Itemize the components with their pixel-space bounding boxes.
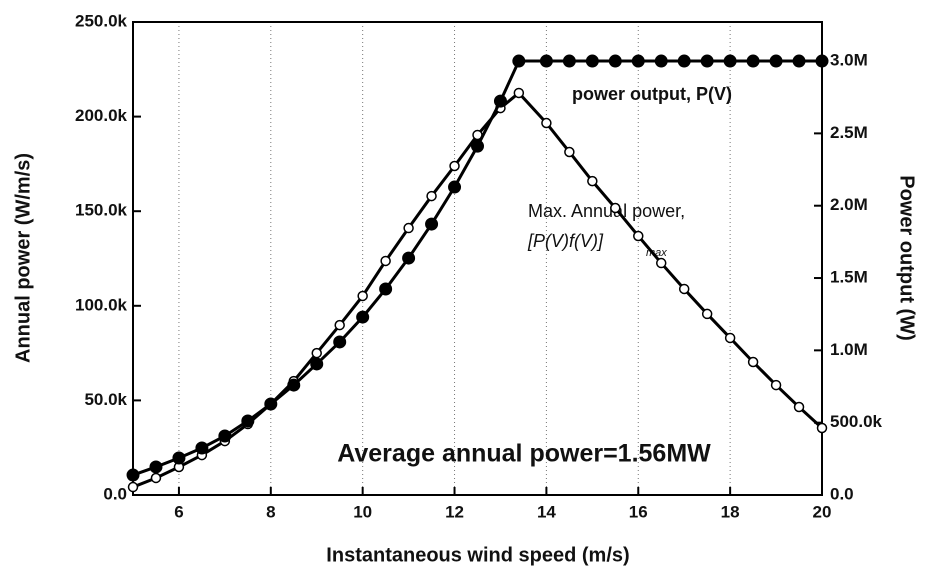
data-point — [815, 54, 829, 68]
y-tick-label: 200.0k — [75, 106, 128, 125]
annotation: power output, P(V) — [572, 84, 732, 104]
series-line — [132, 59, 822, 477]
x-tick-label: 10 — [353, 502, 372, 521]
y-axis-title: Annual power (W/m/s) — [12, 153, 34, 363]
y2-tick-label: 1.0M — [830, 340, 868, 359]
data-point — [150, 472, 162, 484]
y-tick-label: 0.0 — [103, 484, 127, 503]
data-point — [356, 310, 370, 324]
data-point — [512, 54, 526, 68]
data-point — [448, 180, 462, 194]
data-point — [677, 54, 691, 68]
y2-axis-title: Power output (W) — [896, 175, 918, 341]
data-point — [793, 401, 805, 413]
data-point — [564, 146, 575, 158]
data-point — [724, 332, 736, 344]
data-point — [471, 139, 484, 153]
data-point — [287, 378, 301, 392]
data-point — [585, 54, 599, 68]
data-point — [218, 429, 232, 443]
data-point — [333, 335, 347, 349]
data-point — [380, 255, 391, 267]
data-point — [195, 441, 209, 455]
data-point — [426, 190, 437, 202]
data-point — [700, 54, 714, 68]
data-point — [610, 202, 621, 214]
annotation: Max. Annual power, — [528, 201, 685, 221]
data-point — [449, 160, 460, 172]
y2-tick-label: 2.0M — [830, 195, 868, 214]
data-point — [425, 217, 439, 231]
data-point — [357, 290, 368, 302]
y2-tick-label: 0.0 — [830, 484, 854, 503]
y2-tick-label: 2.5M — [830, 123, 868, 142]
data-point — [126, 468, 140, 482]
data-point — [493, 94, 507, 108]
data-point — [770, 379, 782, 391]
data-point — [172, 451, 186, 465]
x-tick-label: 16 — [629, 502, 648, 521]
x-tick-label: 12 — [445, 502, 464, 521]
data-point — [631, 54, 645, 68]
y2-tick-label: 500.0k — [830, 412, 883, 431]
data-point — [334, 319, 345, 331]
data-point — [654, 54, 668, 68]
data-point — [655, 257, 667, 269]
y2-tick-label: 1.5M — [830, 268, 868, 287]
data-point — [241, 414, 255, 428]
y2-tick-label: 3.0M — [830, 51, 868, 70]
x-tick-label: 14 — [537, 502, 556, 521]
y-tick-label: 100.0k — [75, 295, 128, 314]
data-point — [816, 422, 828, 434]
x-axis-title: Instantaneous wind speed (m/s) — [326, 544, 629, 566]
data-point — [608, 54, 622, 68]
data-point — [723, 54, 737, 68]
x-tick-label: 20 — [813, 502, 832, 521]
y-tick-label: 50.0k — [84, 390, 127, 409]
annotation: Average annual power=1.56MW — [337, 440, 711, 468]
x-tick-label: 18 — [721, 502, 740, 521]
data-point — [402, 251, 416, 265]
annotation: [P(V)f(V)] — [527, 231, 604, 251]
data-point — [746, 54, 760, 68]
data-point — [513, 87, 525, 99]
data-point — [264, 397, 278, 411]
data-point — [311, 347, 322, 359]
x-tick-label: 8 — [266, 502, 275, 521]
plot-frame — [132, 21, 823, 496]
data-point — [127, 481, 139, 493]
data-point — [769, 54, 783, 68]
data-point — [678, 283, 690, 295]
x-tick-label: 6 — [174, 502, 183, 521]
data-point — [747, 356, 759, 368]
y-tick-label: 250.0k — [75, 11, 128, 30]
data-point — [379, 282, 393, 296]
data-point — [310, 357, 324, 371]
data-point — [541, 117, 552, 129]
data-point — [587, 175, 598, 187]
data-point — [403, 222, 414, 234]
data-point — [562, 54, 576, 68]
data-point — [149, 460, 163, 474]
y-tick-label: 150.0k — [75, 201, 128, 220]
data-point — [539, 54, 553, 68]
data-point — [792, 54, 806, 68]
data-point — [633, 230, 644, 242]
data-point — [701, 308, 713, 320]
